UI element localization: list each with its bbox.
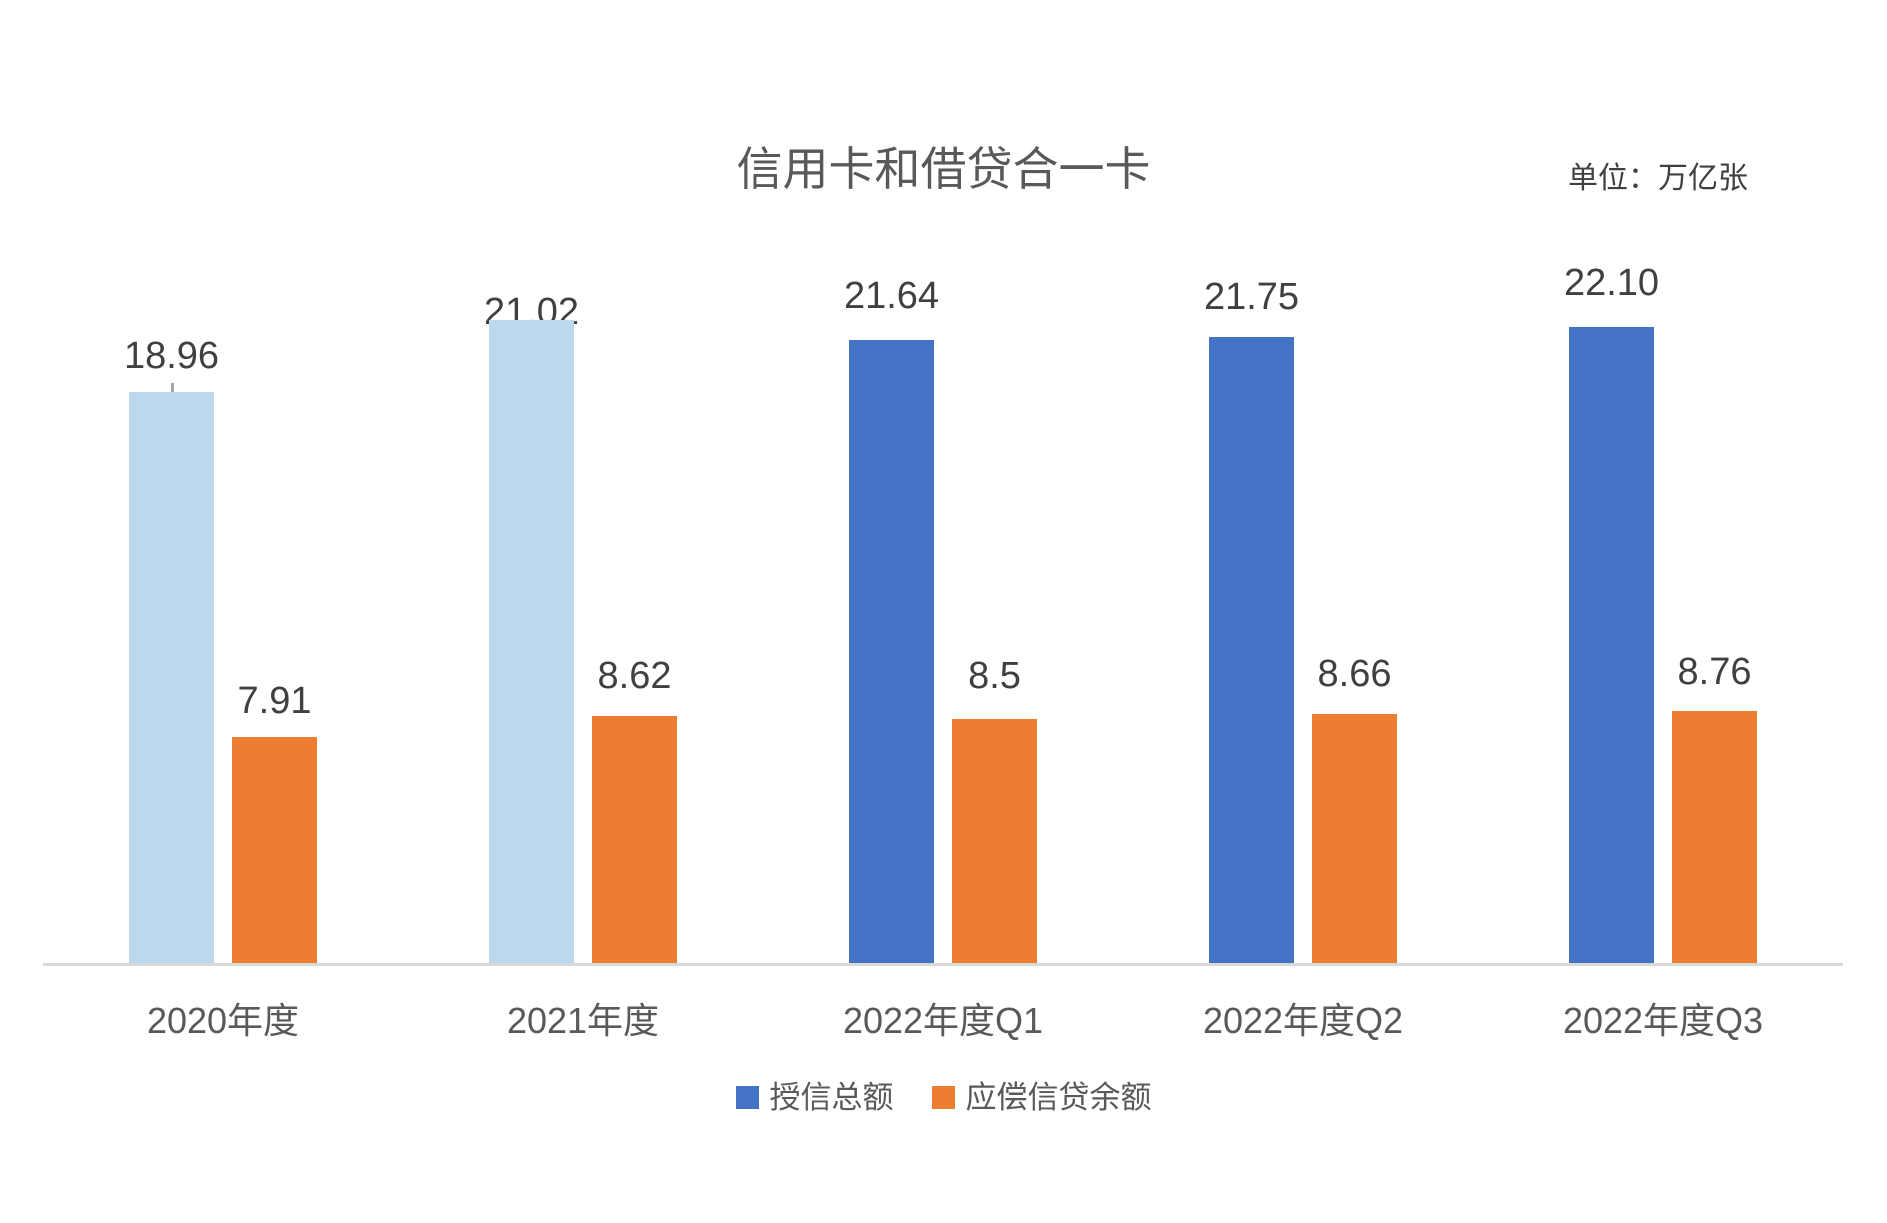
outstanding-balance-bar-2022q1 [952, 719, 1037, 964]
legend-entry-total-credit: 授信总额 [735, 1080, 894, 1115]
x-axis-label-2022q2: 2022年度Q2 [1202, 1000, 1404, 1041]
total-credit-bar-2022q3 [1569, 327, 1654, 964]
stray-tick-mark [171, 383, 174, 392]
total-credit-value-label-2022q3: 22.10 [1563, 262, 1660, 304]
outstanding-balance-value-label-2020: 7.91 [237, 680, 312, 722]
total-credit-bar-2022q1 [849, 340, 934, 964]
outstanding-balance-bar-2020 [232, 737, 317, 964]
legend-entry-outstanding-balance: 应偿信贷余额 [931, 1080, 1152, 1115]
outstanding-balance-bar-2022q3 [1672, 711, 1757, 964]
x-axis-label-2022q3: 2022年度Q3 [1562, 1000, 1764, 1041]
x-axis-label-2021: 2021年度 [506, 1000, 660, 1041]
legend-swatch-total-credit [735, 1086, 759, 1109]
total-credit-value-label-2020: 18.96 [123, 335, 220, 377]
outstanding-balance-value-label-2022q2: 8.66 [1317, 653, 1392, 695]
total-credit-value-label-2022q1: 21.64 [843, 275, 940, 317]
total-credit-bar-2020 [129, 392, 214, 964]
outstanding-balance-value-label-2022q1: 8.5 [968, 655, 1021, 697]
x-axis-label-2020: 2020年度 [146, 1000, 300, 1041]
legend: 授信总额 应偿信贷余额 [0, 1082, 1887, 1113]
outstanding-balance-value-label-2022q3: 8.76 [1677, 651, 1752, 693]
total-credit-bar-2021 [489, 320, 574, 964]
outstanding-balance-bar-2021 [592, 716, 677, 964]
outstanding-balance-bar-2022q2 [1312, 714, 1397, 964]
total-credit-bar-2022q2 [1209, 337, 1294, 964]
chart-title: 信用卡和借贷合一卡 [736, 143, 1151, 195]
unit-label: 单位：万亿张 [1568, 162, 1748, 195]
outstanding-balance-value-label-2021: 8.62 [597, 655, 672, 697]
x-axis-label-2022q1: 2022年度Q1 [842, 1000, 1044, 1041]
legend-label-outstanding-balance: 应偿信贷余额 [965, 1080, 1152, 1115]
legend-swatch-outstanding-balance [931, 1086, 955, 1109]
total-credit-value-label-2022q2: 21.75 [1203, 276, 1300, 318]
legend-label-total-credit: 授信总额 [769, 1080, 894, 1115]
x-axis-line [43, 963, 1843, 966]
